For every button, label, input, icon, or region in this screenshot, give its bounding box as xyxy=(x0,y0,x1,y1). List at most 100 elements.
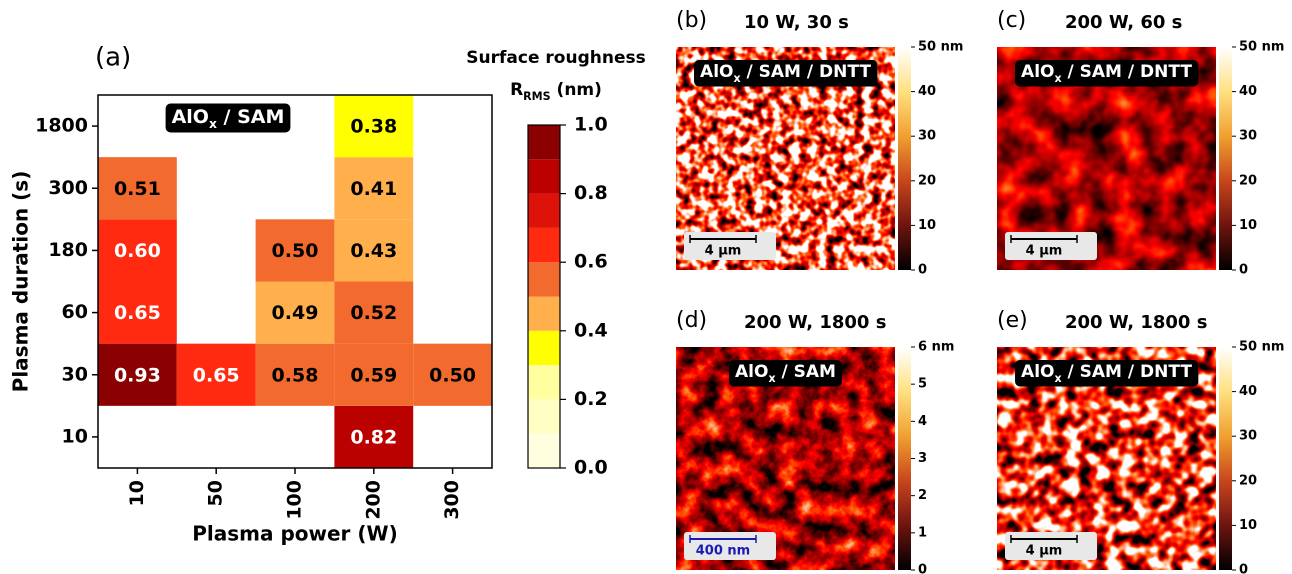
y-tick-label: 60 xyxy=(62,301,88,323)
panel-label: (d) xyxy=(676,308,707,333)
panel-title: 10 W, 30 s xyxy=(744,12,849,33)
colorbar-tick-label: 10 xyxy=(1239,518,1257,533)
colorbar-tick-label: 20 xyxy=(918,173,936,188)
scale-bar-label: 4 µm xyxy=(705,244,742,259)
cell-value-label: 0.58 xyxy=(272,364,319,386)
image-label-part: x xyxy=(768,372,775,385)
cell-value-label: 0.38 xyxy=(350,116,397,138)
panel-title: 200 W, 1800 s xyxy=(1065,312,1207,333)
y-tick-label: 300 xyxy=(48,177,88,199)
scale-bar-label: 400 nm xyxy=(696,544,750,559)
image-label-part: / SAM xyxy=(776,362,836,382)
image-label-part: AlO xyxy=(735,362,768,382)
colorbar-tick-label: 0.4 xyxy=(574,319,608,341)
colorbar-tick-label: 50 nm xyxy=(918,40,963,55)
image-label-group: AlOx / SAM / DNTT xyxy=(1015,360,1198,387)
colorbar-segment xyxy=(528,365,560,399)
x-tick-label: 10 xyxy=(126,480,148,506)
colorbar-tick-label: 1 xyxy=(918,525,927,540)
cell-value-label: 0.50 xyxy=(429,364,476,386)
colorbar-tick-label: 30 xyxy=(1239,129,1257,144)
cell-value-label: 0.50 xyxy=(272,240,319,262)
cell-value-label: 0.93 xyxy=(114,364,161,386)
colorbar-label-part: (nm) xyxy=(551,80,602,100)
colorbar-tick-label: 40 xyxy=(1239,84,1257,99)
y-axis-label: Plasma duration (s) xyxy=(9,171,33,393)
annotation-part: / SAM xyxy=(217,106,284,128)
colorbar-tick-label: 20 xyxy=(1239,173,1257,188)
image-label-group: AlOx / SAM xyxy=(729,360,842,387)
image-label-part: / SAM / DNTT xyxy=(741,62,872,82)
image-label: AlOx / SAM xyxy=(735,362,836,385)
colorbar-tick-label: 30 xyxy=(918,129,936,144)
annotation-group: AlOx / SAM xyxy=(166,104,291,133)
x-tick-label: 50 xyxy=(205,480,227,506)
y-tick-label: 180 xyxy=(48,239,88,261)
colorbar-tick-label: 1.0 xyxy=(574,114,608,136)
colorbar-tick-label: 20 xyxy=(1239,473,1257,488)
image-label-group: AlOx / SAM / DNTT xyxy=(694,60,877,87)
image-label-part: / SAM / DNTT xyxy=(1062,62,1193,82)
cell-value-label: 0.49 xyxy=(272,302,319,324)
colorbar-tick-label: 50 nm xyxy=(1239,340,1284,355)
annotation-part: x xyxy=(209,117,217,131)
cell-value-label: 0.65 xyxy=(193,364,240,386)
colorbar-tick-label: 3 xyxy=(918,451,927,466)
colorbar-tick-label: 0.2 xyxy=(574,388,608,410)
x-tick-label: 100 xyxy=(284,480,306,520)
x-tick-label: 300 xyxy=(441,480,463,520)
scale-bar-label: 4 µm xyxy=(1026,544,1063,559)
colorbar-label-part: RMS xyxy=(523,90,550,103)
colorbar-tick-label: 40 xyxy=(918,84,936,99)
cell-value-label: 0.60 xyxy=(114,240,161,262)
colorbar xyxy=(1219,347,1232,570)
image-label-part: AlO xyxy=(1021,362,1054,382)
colorbar-tick-label: 4 xyxy=(918,414,927,429)
colorbar-title: Surface roughness xyxy=(466,48,645,68)
cell-value-label: 0.43 xyxy=(350,240,397,262)
colorbar-tick-label: 50 nm xyxy=(1239,40,1284,55)
image-label: AlOx / SAM / DNTT xyxy=(1021,62,1192,85)
x-tick-label: 200 xyxy=(362,480,384,520)
cell-value-label: 0.82 xyxy=(350,426,397,448)
colorbar-tick-label: 2 xyxy=(918,488,927,503)
image-label-group: AlOx / SAM / DNTT xyxy=(1015,60,1198,87)
colorbar-tick-label: 6 nm xyxy=(918,340,954,355)
colorbar-segment xyxy=(528,297,560,331)
y-tick-label: 30 xyxy=(62,363,88,385)
colorbar-segment xyxy=(528,159,560,193)
panel-label: (a) xyxy=(95,43,131,73)
cell-value-label: 0.51 xyxy=(114,178,161,200)
x-axis-label: Plasma power (W) xyxy=(192,522,397,546)
panel-label: (e) xyxy=(997,308,1028,333)
colorbar-segment xyxy=(528,331,560,365)
image-label: AlOx / SAM / DNTT xyxy=(700,62,871,85)
colorbar-segment xyxy=(528,434,560,468)
colorbar-tick-label: 10 xyxy=(918,218,936,233)
colorbar-tick-label: 0 xyxy=(918,263,927,278)
colorbar-tick-label: 40 xyxy=(1239,384,1257,399)
panel-title: 200 W, 1800 s xyxy=(744,312,886,333)
colorbar-tick-label: 0.0 xyxy=(574,457,608,479)
image-label-part: x xyxy=(733,72,740,85)
colorbar-tick-label: 0 xyxy=(918,563,927,574)
cell-value-label: 0.59 xyxy=(350,364,397,386)
colorbar-tick-label: 0 xyxy=(1239,263,1248,278)
panel-label: (b) xyxy=(676,8,707,33)
panel-title: 200 W, 60 s xyxy=(1065,12,1182,33)
annotation-part: AlO xyxy=(172,106,209,128)
image-label-part: / SAM / DNTT xyxy=(1062,362,1193,382)
image-label-part: x xyxy=(1054,372,1061,385)
colorbar-segment xyxy=(528,125,560,159)
colorbar xyxy=(898,47,911,270)
colorbar-tick-label: 0.6 xyxy=(574,251,608,273)
colorbar-tick-label: 30 xyxy=(1239,429,1257,444)
colorbar-tick-label: 0 xyxy=(1239,563,1248,574)
colorbar xyxy=(898,347,911,570)
colorbar-segment xyxy=(528,194,560,228)
image-label-part: x xyxy=(1054,72,1061,85)
colorbar-segment xyxy=(528,228,560,262)
image-label: AlOx / SAM / DNTT xyxy=(1021,362,1192,385)
panel-label: (c) xyxy=(997,8,1026,33)
y-tick-label: 1800 xyxy=(35,115,88,137)
